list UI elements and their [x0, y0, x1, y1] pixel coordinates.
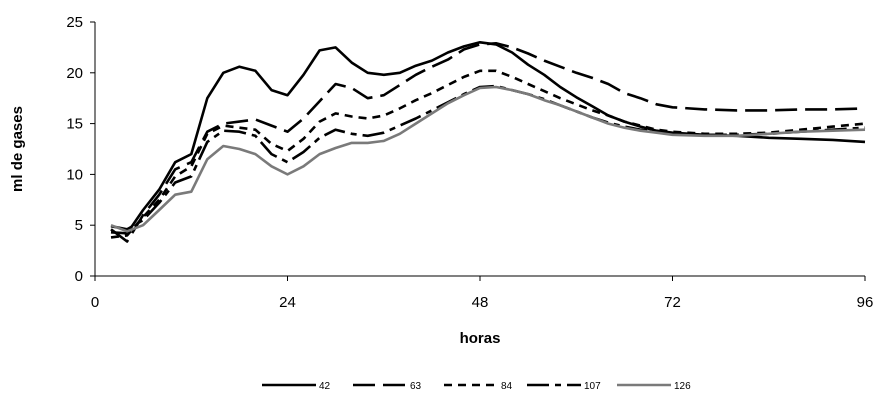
x-tick-label: 24 [279, 294, 296, 311]
x-tick-label: 72 [664, 294, 681, 311]
y-tick-label: 5 [75, 217, 83, 234]
y-tick-label: 10 [66, 166, 83, 183]
axis-ticks: 0 5 10 15 20 25 0 24 48 72 96 [66, 14, 873, 311]
x-axis-title: horas [460, 330, 501, 347]
y-tick-label: 0 [75, 268, 83, 285]
y-tick-label: 20 [66, 65, 83, 82]
chart-legend: 42 63 84 107 126 [262, 381, 691, 392]
series-line-107 [110, 84, 866, 231]
x-tick-label: 96 [857, 294, 874, 311]
legend-label-107: 107 [584, 381, 601, 392]
series-layer [110, 40, 866, 243]
chart-axes [94, 22, 865, 277]
legend-label-63: 63 [410, 381, 422, 392]
series-line-63 [110, 41, 866, 243]
series-line-126 [110, 85, 866, 233]
y-tick-label: 15 [66, 116, 83, 133]
x-tick-label: 48 [472, 294, 489, 311]
legend-label-84: 84 [501, 381, 513, 392]
legend-label-42: 42 [319, 381, 331, 392]
y-tick-label: 25 [66, 14, 83, 31]
legend-label-126: 126 [674, 381, 691, 392]
series-line-42 [110, 40, 866, 235]
series-line-84 [110, 69, 866, 239]
y-axis-title: ml de gases [9, 106, 26, 192]
x-tick-label: 0 [91, 294, 99, 311]
